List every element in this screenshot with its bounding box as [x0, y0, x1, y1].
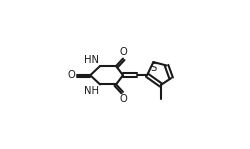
Text: NH: NH [84, 86, 100, 96]
Text: S: S [150, 63, 156, 73]
Text: O: O [120, 47, 128, 57]
Text: HN: HN [84, 55, 100, 65]
Text: O: O [68, 70, 76, 80]
Text: O: O [120, 94, 128, 104]
